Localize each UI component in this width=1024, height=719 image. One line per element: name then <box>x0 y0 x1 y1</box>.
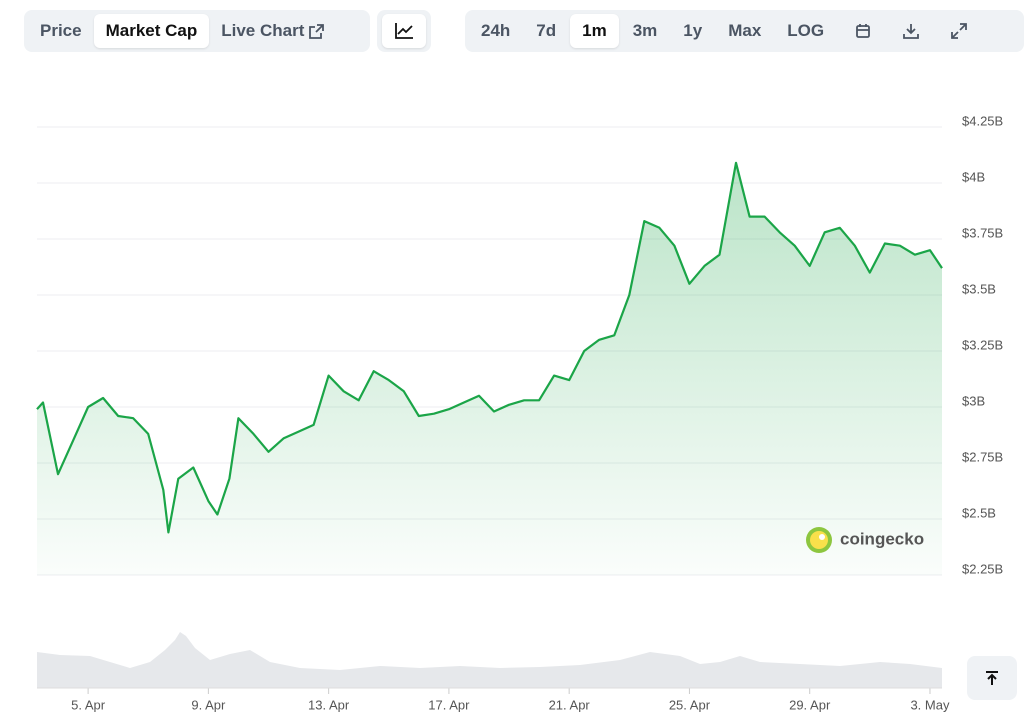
tab-button[interactable]: Live Chart <box>209 14 336 48</box>
range-button[interactable]: LOG <box>787 21 825 40</box>
expand-icon <box>951 23 968 39</box>
calendar-icon <box>856 24 871 38</box>
x-tick-label: 17. Apr <box>428 697 470 712</box>
scroll-top-button[interactable] <box>967 656 1017 700</box>
line <box>36 161 943 534</box>
range-button[interactable]: 7d <box>536 21 557 40</box>
range-button[interactable]: 3m <box>632 21 658 40</box>
fullscreen-button[interactable] <box>942 14 976 48</box>
y-tick-label: $4B <box>962 169 985 184</box>
tab-label: Live Chart <box>221 21 305 40</box>
y-tick-label: $3B <box>962 393 985 408</box>
watermark-text: coingecko <box>840 529 924 548</box>
tab-button[interactable]: Market Cap <box>93 14 210 48</box>
chart-type-button[interactable] <box>382 14 426 48</box>
y-tick-label: $2.5B <box>962 505 996 520</box>
tab-button[interactable]: Price <box>40 21 82 40</box>
y-tick-label: $2.25B <box>962 561 1003 576</box>
x-tick-label: 13. Apr <box>308 697 350 712</box>
y-tick-label: $3.25B <box>962 337 1003 352</box>
range-button[interactable]: 1y <box>683 21 703 40</box>
range-button[interactable]: 1m <box>570 14 619 48</box>
line-icon <box>395 23 413 39</box>
x-tick-label: 29. Apr <box>789 697 831 712</box>
download-button[interactable] <box>894 14 928 48</box>
x-tick-label: 25. Apr <box>669 697 711 712</box>
range-group: 24h 7d 1m 3m 1y Max LOG <box>465 10 1024 52</box>
volume-area <box>37 632 942 688</box>
y-tick-label: $3.75B <box>962 225 1003 240</box>
range-button[interactable]: 24h <box>481 21 511 40</box>
x-tick-label: 9. Apr <box>191 697 226 712</box>
area-fill <box>37 162 942 576</box>
x-tick-label: 5. Apr <box>71 697 106 712</box>
y-tick-label: $3.5B <box>962 281 996 296</box>
tab-group: Price Market Cap Live Chart <box>24 10 370 52</box>
calendar-button[interactable] <box>846 14 880 48</box>
external-icon <box>309 23 325 39</box>
download-icon <box>903 24 920 39</box>
arrow-up-icon <box>986 671 998 685</box>
range-button[interactable]: Max <box>728 21 762 40</box>
chart-type-group <box>377 10 431 52</box>
y-tick-label: $2.75B <box>962 449 1003 464</box>
x-tick-label: 3. May <box>910 697 950 712</box>
y-tick-label: $4.25B <box>962 113 1003 128</box>
watermark: coingecko <box>806 527 924 553</box>
x-tick-label: 21. Apr <box>549 697 591 712</box>
